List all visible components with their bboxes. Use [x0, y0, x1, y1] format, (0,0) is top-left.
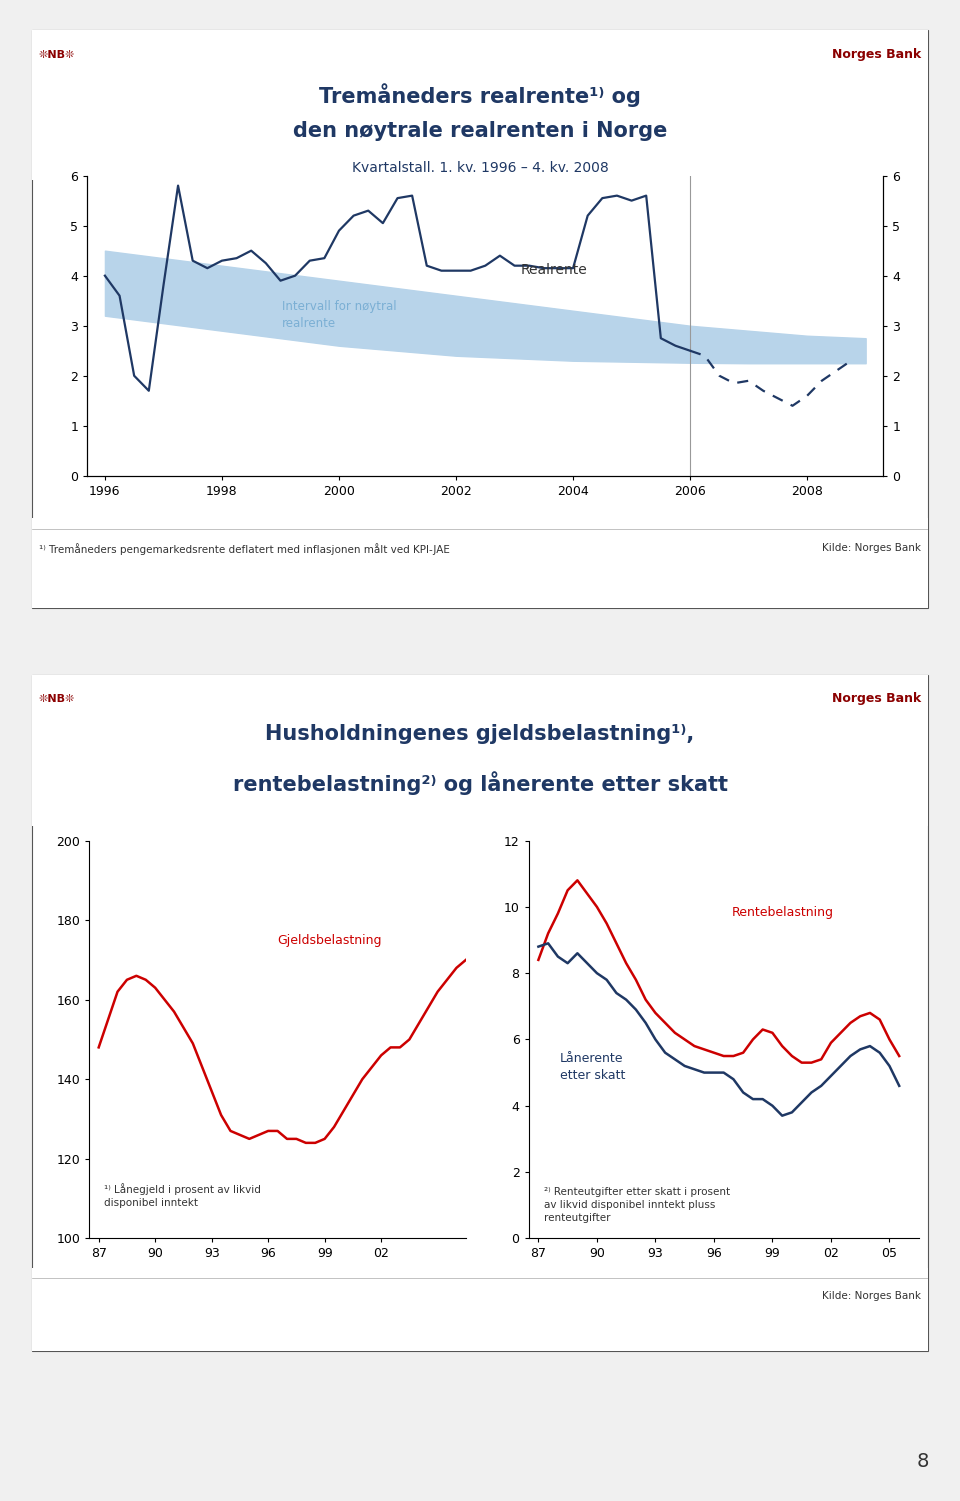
Text: Gjeldsbelastning: Gjeldsbelastning	[277, 934, 382, 947]
Text: Intervall for nøytral
realrente: Intervall for nøytral realrente	[282, 300, 397, 330]
Text: Kilde: Norges Bank: Kilde: Norges Bank	[822, 543, 922, 552]
Text: Lånerente
etter skatt: Lånerente etter skatt	[560, 1052, 625, 1082]
Text: Norges Bank: Norges Bank	[832, 692, 922, 705]
Text: ❊NB❊: ❊NB❊	[38, 693, 75, 704]
Text: Realrente: Realrente	[521, 263, 588, 278]
Text: ❊NB❊: ❊NB❊	[38, 50, 75, 60]
Text: rentebelastning²⁾ og lånerente etter skatt: rentebelastning²⁾ og lånerente etter ska…	[232, 772, 728, 796]
Text: Husholdningenes gjeldsbelastning¹⁾,: Husholdningenes gjeldsbelastning¹⁾,	[265, 725, 695, 744]
Text: Tremåneders realrente¹⁾ og: Tremåneders realrente¹⁾ og	[319, 83, 641, 107]
Text: Kvartalstall. 1. kv. 1996 – 4. kv. 2008: Kvartalstall. 1. kv. 1996 – 4. kv. 2008	[351, 161, 609, 174]
Text: 8: 8	[917, 1451, 929, 1471]
Text: ²⁾ Renteutgifter etter skatt i prosent
av likvid disponibel inntekt pluss
renteu: ²⁾ Renteutgifter etter skatt i prosent a…	[544, 1187, 731, 1223]
Text: ¹⁾ Tremåneders pengemarkedsrente deflatert med inflasjonen målt ved KPI-JAE: ¹⁾ Tremåneders pengemarkedsrente deflate…	[38, 543, 449, 555]
Text: Kilde: Norges Bank: Kilde: Norges Bank	[822, 1291, 922, 1301]
Text: den nøytrale realrenten i Norge: den nøytrale realrenten i Norge	[293, 120, 667, 141]
Text: ¹⁾ Lånegjeld i prosent av likvid
disponibel inntekt: ¹⁾ Lånegjeld i prosent av likvid disponi…	[105, 1183, 261, 1208]
Text: Rentebelastning: Rentebelastning	[732, 905, 833, 919]
Text: Norges Bank: Norges Bank	[832, 48, 922, 62]
